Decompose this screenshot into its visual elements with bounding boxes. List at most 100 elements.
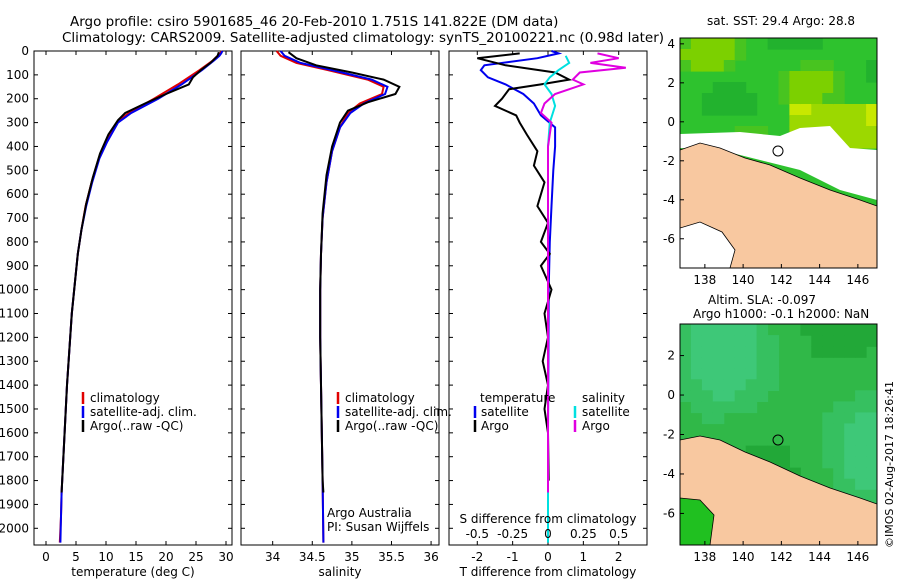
field-cell (800, 82, 812, 94)
field-cell (778, 82, 790, 94)
field-cell (811, 82, 823, 94)
field-cell (701, 390, 714, 402)
y-tick-label: 1400 (0, 378, 29, 392)
field-cell (767, 379, 780, 391)
x-tick-label: 36 (423, 550, 438, 564)
field-cell (822, 346, 834, 358)
y-tick-label: 1700 (0, 450, 29, 464)
field-cell (822, 104, 834, 116)
sst-map: sat. SST: 29.4 Argo: 28.8 138 140 142 144 14… (663, 14, 878, 287)
field-cell (680, 335, 692, 347)
field-cell (844, 478, 856, 491)
field-cell (855, 115, 867, 127)
field-cell (855, 104, 867, 116)
y-tick-label: 800 (6, 235, 29, 249)
field-cell (745, 401, 758, 414)
field-cell (866, 423, 877, 436)
s-tick-label: -0.5 (466, 527, 489, 541)
sst-map-frame (679, 37, 878, 269)
field-cell (723, 104, 736, 116)
field-cell (866, 412, 877, 425)
field-cell (811, 93, 823, 105)
field-cell (756, 445, 769, 458)
field-cell (701, 38, 714, 50)
field-cell (833, 324, 845, 336)
field-cell (866, 434, 877, 447)
legend-salinity-heading: salinity (582, 391, 625, 405)
y-tick-label: 1100 (0, 307, 29, 321)
x-tick-label: 34 (265, 550, 280, 564)
field-cell (745, 324, 758, 336)
sst-map-title: sat. SST: 29.4 Argo: 28.8 (707, 14, 855, 28)
sal-legend-climatology: climatology (345, 391, 415, 405)
field-cell (822, 71, 834, 83)
field-cell (712, 390, 725, 402)
field-cell (800, 104, 812, 116)
field-cell (756, 357, 769, 369)
y-tick-label: 900 (6, 259, 29, 273)
field-cell (712, 379, 725, 391)
series-line-s-argo (539, 52, 626, 493)
y-tick-label: 1300 (0, 354, 29, 368)
y-tick-label: 100 (6, 68, 29, 82)
field-cell (690, 379, 703, 391)
field-cell (866, 335, 877, 347)
field-cell (822, 60, 834, 72)
field-cell (833, 71, 845, 83)
map-y-tick-label: -4 (663, 193, 675, 207)
field-cell (833, 478, 845, 491)
difference-panel: -2 -1 0 1 2 S difference from climatology -0… (448, 50, 648, 579)
map-y-tick-label: -6 (663, 506, 675, 520)
field-cell (756, 346, 769, 358)
y-tick-label: 400 (6, 139, 29, 153)
temperature-legend: climatology satellite-adj. clim. Argo(..… (81, 391, 197, 433)
field-cell (844, 104, 856, 116)
field-cell (855, 390, 867, 402)
field-cell (833, 93, 845, 105)
field-cell (833, 412, 845, 425)
title-line-2: Climatology: CARS2009. Satellite-adjuste… (62, 30, 664, 46)
field-cell (712, 93, 725, 105)
legend-argo: Argo(..raw -QC) (90, 419, 183, 433)
field-cell (690, 368, 703, 380)
field-cell (701, 324, 714, 336)
map-x-tick-label: 142 (770, 550, 793, 564)
field-cell (690, 38, 703, 50)
temperature-profiles (58, 50, 224, 543)
map-y-tick-label: 0 (667, 388, 675, 402)
sla-float-marker (772, 434, 784, 446)
field-cell (855, 445, 867, 458)
field-cell (745, 335, 758, 347)
y-tick-label: 500 (6, 163, 29, 177)
x-tick-label: 20 (158, 550, 173, 564)
field-cell (822, 93, 834, 105)
y-tick-label: 1500 (0, 402, 29, 416)
legend-t-argo: Argo (481, 419, 509, 433)
field-cell (855, 412, 867, 425)
field-cell (734, 38, 747, 50)
map-y-tick-label: 0 (667, 115, 675, 129)
map-x-tick-label: 138 (693, 550, 716, 564)
field-cell (690, 390, 703, 402)
salinity-panel: 34 34.5 35 35.5 36 salinity climatology sate… (240, 50, 452, 579)
field-cell (690, 60, 703, 72)
field-cell (680, 49, 692, 61)
field-cell (745, 357, 758, 369)
field-cell (745, 346, 758, 358)
salinity-legend: climatology satellite-adj. clim. Argo(..… (336, 391, 452, 433)
field-cell (844, 335, 856, 347)
field-cell (734, 401, 747, 414)
sla-map: Altim. SLA: -0.097 Argo h1000: -0.1 h200… (663, 293, 878, 564)
field-cell (778, 71, 790, 83)
sla-map-axes: 138 140 142 144 146 2 0 -2 -4 -6 (663, 349, 869, 564)
y-tick-label: 2000 (0, 521, 29, 535)
difference-profiles (477, 50, 626, 543)
field-cell (833, 82, 845, 94)
field-cell (723, 82, 736, 94)
field-cell (734, 104, 747, 116)
field-cell (789, 71, 801, 83)
x-tick-label: 34.5 (299, 550, 326, 564)
series-line-t-argo (477, 52, 573, 481)
map-y-tick-label: -2 (663, 154, 675, 168)
field-cell (723, 335, 736, 347)
